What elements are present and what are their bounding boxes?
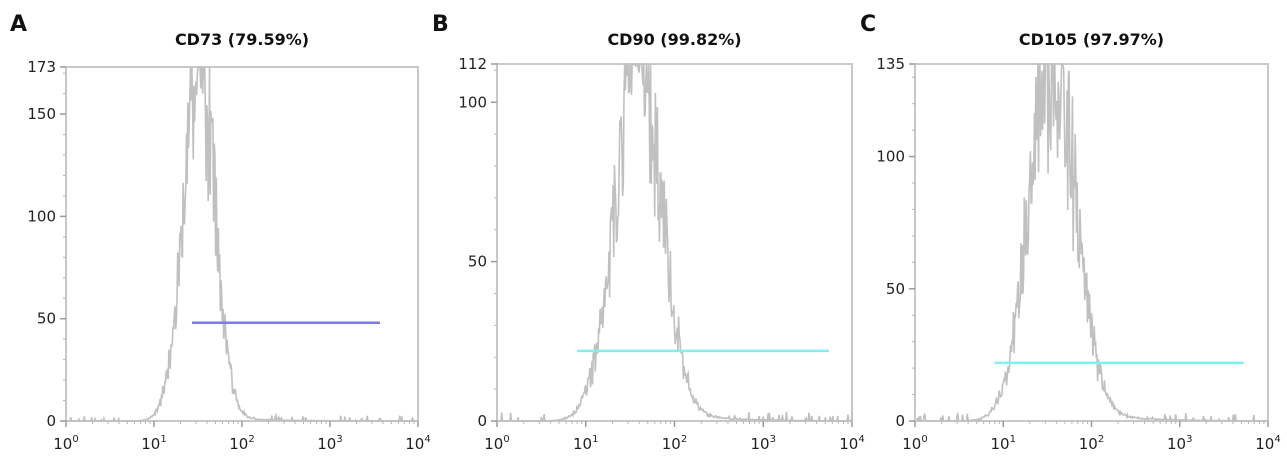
y-tick-label: 50 — [468, 253, 487, 271]
panel-title: CD105 (97.97%) — [1019, 30, 1164, 49]
plot-frame — [65, 66, 419, 422]
panel-letter: B — [432, 12, 449, 37]
x-tick-label: 101 — [573, 434, 598, 453]
y-tick-label: 50 — [886, 280, 905, 298]
x-tick-label: 104 — [839, 434, 864, 453]
y-tick-label: 150 — [27, 105, 56, 123]
x-tick-label: 103 — [1167, 434, 1192, 453]
panel-b: B CD90 (99.82%) 0 50 100 112 100 101 102 103 104 — [432, 12, 865, 453]
y-tick-label: 50 — [37, 310, 56, 328]
plot-frame — [496, 63, 853, 422]
y-tick-label: 100 — [876, 148, 905, 166]
panel-a: A CD73 (79.59%) 0 50 100 150 173 100 101 102 103 10… — [10, 12, 431, 453]
panel-title: CD90 (99.82%) — [607, 30, 741, 49]
y-tick-label: 112 — [458, 55, 487, 73]
y-tick-label: 0 — [895, 412, 905, 430]
histogram-trace — [65, 66, 419, 423]
x-tick-label: 101 — [991, 434, 1016, 453]
x-tick-label: 103 — [317, 434, 342, 453]
panel-letter: C — [860, 12, 876, 37]
y-tick-label: 0 — [477, 412, 487, 430]
histogram-trace — [915, 63, 1269, 423]
x-tick-label: 104 — [405, 434, 430, 453]
x-tick-label: 103 — [751, 434, 776, 453]
x-tick-label: 100 — [53, 434, 78, 453]
panel-title: CD73 (79.59%) — [175, 30, 309, 49]
plot-frame — [914, 63, 1269, 422]
y-tick-label: 135 — [876, 55, 905, 73]
y-tick-label: 0 — [46, 412, 56, 430]
x-tick-label: 100 — [902, 434, 927, 453]
x-tick-label: 101 — [141, 434, 166, 453]
panel-c: C CD105 (97.97%) 0 50 100 135 100 101 102 103 104 — [860, 12, 1281, 453]
histogram-trace — [497, 63, 853, 424]
x-tick-label: 102 — [662, 434, 687, 453]
y-tick-label: 173 — [27, 58, 56, 76]
x-tick-label: 102 — [1079, 434, 1104, 453]
x-tick-label: 100 — [484, 434, 509, 453]
x-tick-label: 102 — [229, 434, 254, 453]
panel-letter: A — [10, 12, 27, 37]
y-tick-label: 100 — [27, 207, 56, 225]
y-tick-label: 100 — [458, 93, 487, 111]
x-tick-label: 104 — [1255, 434, 1280, 453]
